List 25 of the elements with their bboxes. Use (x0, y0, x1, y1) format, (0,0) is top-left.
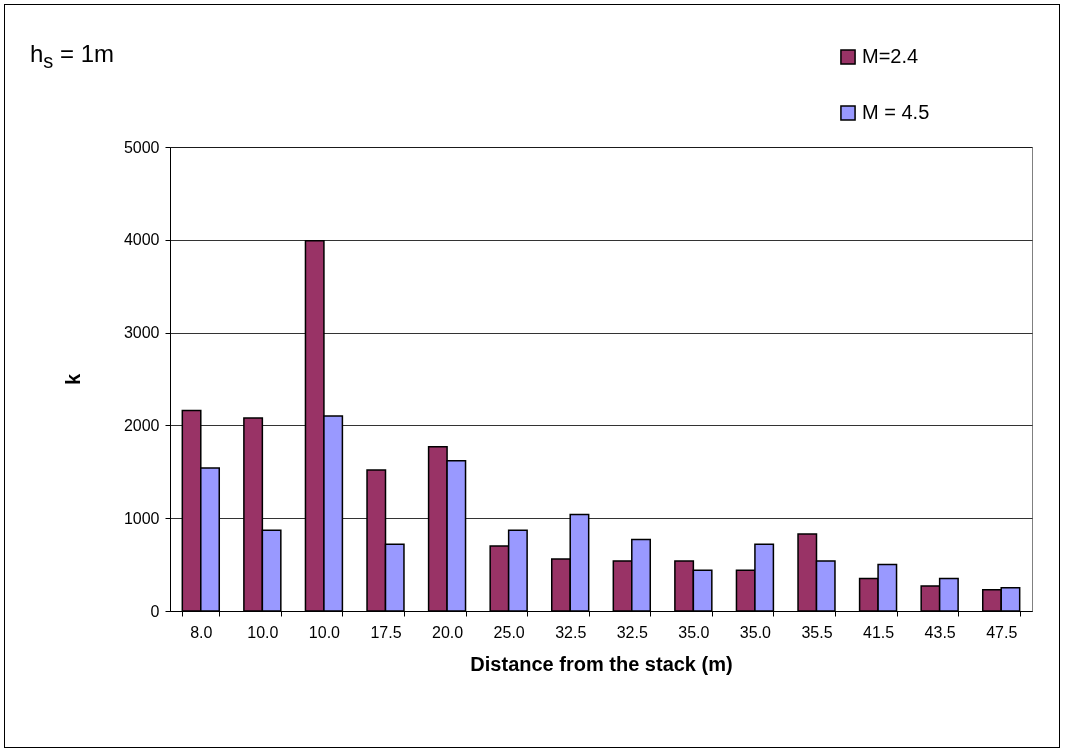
x-tick-label: 41.5 (863, 623, 895, 641)
x-tick-label: 10.0 (308, 623, 341, 641)
y-tick-label: 3000 (123, 324, 160, 342)
x-tick-label: 10.0 (247, 623, 279, 641)
legend-label: M=2.4 (862, 45, 919, 67)
legend-label: M = 4.5 (862, 101, 930, 123)
x-tick-label: 35.0 (678, 623, 710, 641)
x-tick-label: 32.5 (555, 623, 587, 641)
x-tick-label: 35.0 (739, 623, 772, 641)
y-tick-label: 1000 (123, 509, 160, 527)
y-tick-label: 0 (150, 602, 160, 620)
x-tick-label: 8.0 (190, 623, 213, 641)
x-tick-label: 20.0 (432, 623, 464, 641)
y-tick-label: 5000 (123, 138, 160, 156)
y-axis-title: k (61, 373, 84, 386)
x-tick-label: 47.5 (986, 623, 1018, 641)
x-axis-title: Distance from the stack (m) (470, 652, 733, 675)
x-tick-label: 43.5 (924, 623, 956, 641)
x-tick-label: 25.0 (493, 623, 525, 641)
y-tick-label: 2000 (123, 416, 160, 434)
chart-title: h$_{s}$ = 1m (30, 40, 115, 73)
x-tick-label: 17.5 (370, 623, 402, 641)
x-tick-label: 32.5 (616, 623, 648, 641)
x-tick-label: 35.5 (801, 623, 833, 641)
y-tick-label: 4000 (123, 231, 160, 249)
